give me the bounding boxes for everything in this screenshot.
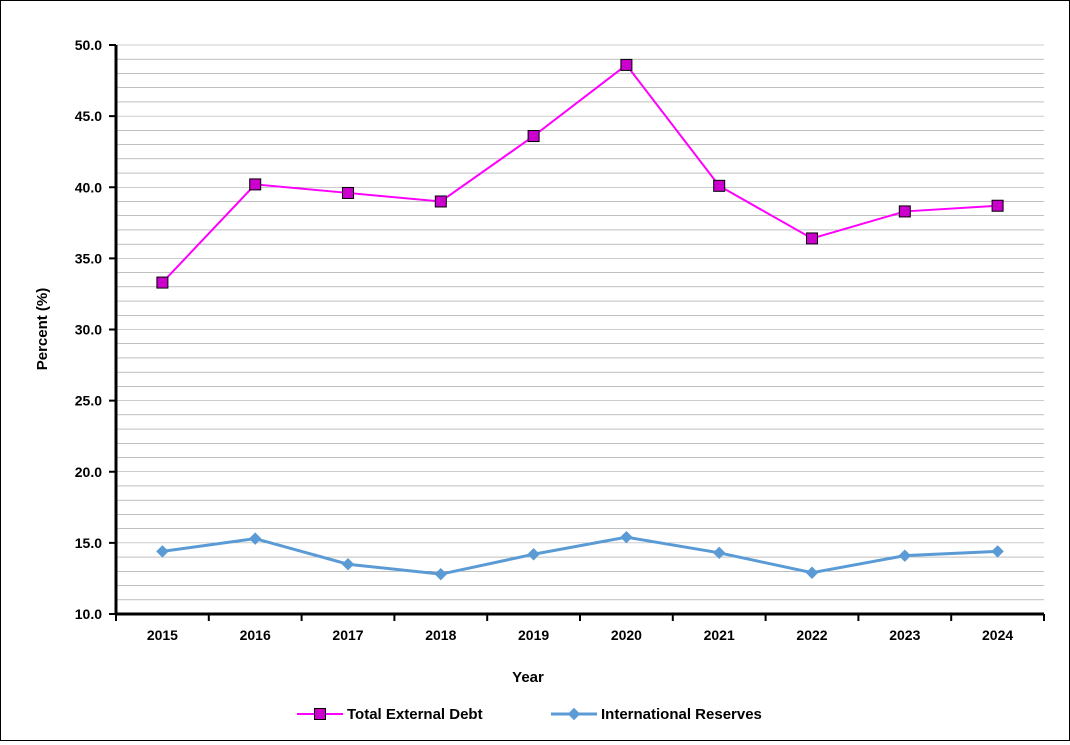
data-point <box>248 532 262 545</box>
legend-label: International Reserves <box>601 706 762 723</box>
y-tick-labels: 10.0 15.0 20.0 25.0 30.0 35.0 40.0 45.0 50.0 <box>75 37 102 622</box>
y-tick-label: 40.0 <box>75 179 102 195</box>
data-point <box>341 558 355 571</box>
y-tick-label: 10.0 <box>75 606 102 622</box>
y-axis-title: Percent (%) <box>34 288 51 371</box>
legend-marker <box>314 708 326 720</box>
y-tick-label: 45.0 <box>75 108 102 124</box>
x-tick-label: 2022 <box>796 627 827 643</box>
legend-label: Total External Debt <box>347 706 483 723</box>
legend: Total External Debt International Reserve… <box>297 706 762 723</box>
data-point <box>620 530 633 544</box>
data-point <box>991 545 1004 558</box>
x-axis-title: Year <box>512 669 544 686</box>
data-point <box>527 130 540 143</box>
x-tick-label: 2016 <box>240 627 271 643</box>
y-tick-label: 20.0 <box>75 464 102 480</box>
data-point <box>898 205 911 218</box>
data-point <box>156 276 169 289</box>
x-tick-label: 2020 <box>611 627 642 643</box>
x-tick-label: 2019 <box>518 627 549 643</box>
gridlines <box>116 44 1044 601</box>
legend-item: Total External Debt <box>297 706 483 723</box>
legend-marker <box>567 707 581 721</box>
x-tick-labels: 2015 2016 2017 2018 2019 2020 2021 2022 2023 2024 <box>147 627 1014 643</box>
x-tick-label: 2023 <box>889 627 920 643</box>
series-1 <box>156 58 1004 289</box>
data-point <box>713 179 726 192</box>
data-point <box>805 566 819 579</box>
axes <box>109 44 1045 621</box>
data-point <box>434 195 447 208</box>
series-2 <box>156 530 1004 581</box>
series-line <box>161 63 998 284</box>
data-point <box>342 186 354 199</box>
data-point <box>712 546 726 560</box>
data-point <box>156 545 169 558</box>
data-point <box>806 232 818 245</box>
x-tick-label: 2015 <box>147 627 178 643</box>
data-point <box>249 178 262 191</box>
x-tick-label: 2021 <box>704 627 735 643</box>
series-group <box>156 58 1004 581</box>
data-point <box>620 58 633 71</box>
x-tick-label: 2018 <box>425 627 456 643</box>
y-tick-label: 25.0 <box>75 393 102 409</box>
x-tick-label: 2024 <box>982 627 1013 643</box>
data-point <box>991 199 1004 212</box>
data-point <box>527 548 540 561</box>
y-tick-label: 50.0 <box>75 37 102 53</box>
legend-item: International Reserves <box>551 706 762 723</box>
x-tick-label: 2017 <box>332 627 363 643</box>
y-tick-label: 15.0 <box>75 535 102 551</box>
series-line <box>162 535 998 576</box>
y-tick-label: 30.0 <box>75 322 102 338</box>
y-tick-label: 35.0 <box>75 250 102 266</box>
data-point <box>434 567 448 581</box>
data-point <box>898 549 912 562</box>
